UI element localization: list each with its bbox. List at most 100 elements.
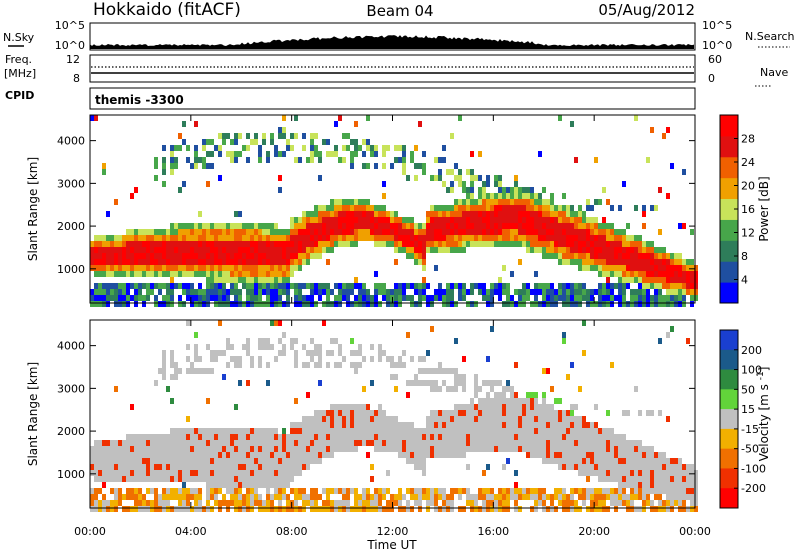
heatmap-cell <box>466 301 470 307</box>
heatmap-cell <box>438 362 442 368</box>
heatmap-cell <box>454 217 458 223</box>
heatmap-cell <box>430 422 434 428</box>
heatmap-cell <box>442 434 446 440</box>
heatmap-cell <box>350 428 354 434</box>
heatmap-cell <box>554 416 558 422</box>
heatmap-cell <box>558 295 562 301</box>
heatmap-cell <box>362 139 366 145</box>
heatmap-cell <box>326 229 330 235</box>
heatmap-cell <box>398 494 402 500</box>
heatmap-cell <box>398 422 402 428</box>
heatmap-cell <box>98 295 102 301</box>
heatmap-cell <box>246 494 250 500</box>
heatmap-cell <box>394 223 398 229</box>
heatmap-cell <box>354 145 358 151</box>
heatmap-cell <box>590 452 594 458</box>
y-tick-label: 2000 <box>57 220 85 233</box>
heatmap-cell <box>550 223 554 229</box>
heatmap-cell <box>510 205 514 211</box>
heatmap-cell <box>434 241 438 247</box>
heatmap-cell <box>254 458 258 464</box>
heatmap-cell <box>102 500 106 506</box>
heatmap-cell <box>346 434 350 440</box>
heatmap-cell <box>322 301 326 307</box>
heatmap-cell <box>598 506 602 512</box>
heatmap-cell <box>550 404 554 410</box>
heatmap-cell <box>130 247 134 253</box>
heatmap-cell <box>350 410 354 416</box>
heatmap-cell <box>266 500 270 506</box>
heatmap-cell <box>390 223 394 229</box>
heatmap-cell <box>514 241 518 247</box>
heatmap-cell <box>310 506 314 512</box>
heatmap-cell <box>242 500 246 506</box>
heatmap-cell <box>242 265 246 271</box>
heatmap-cell <box>470 169 474 175</box>
heatmap-cell <box>610 295 614 301</box>
heatmap-cell <box>230 289 234 295</box>
heatmap-cell <box>446 434 450 440</box>
heatmap-cell <box>458 452 462 458</box>
heatmap-cell <box>658 259 662 265</box>
heatmap-cell <box>166 506 170 512</box>
heatmap-cell <box>574 247 578 253</box>
heatmap-cell <box>386 145 390 151</box>
heatmap-cell <box>382 235 386 241</box>
heatmap-cell <box>602 458 606 464</box>
heatmap-cell <box>502 494 506 500</box>
heatmap-cell <box>358 434 362 440</box>
heatmap-cell <box>174 470 178 476</box>
heatmap-cell <box>522 289 526 295</box>
heatmap-cell <box>258 283 262 289</box>
heatmap-cell <box>486 193 490 199</box>
heatmap-cell <box>686 482 690 488</box>
heatmap-cell <box>622 458 626 464</box>
heatmap-cell <box>350 301 354 307</box>
heatmap-cell <box>622 470 626 476</box>
heatmap-cell <box>506 410 510 416</box>
heatmap-cell <box>110 500 114 506</box>
heatmap-cell <box>198 440 202 446</box>
heatmap-cell <box>498 217 502 223</box>
heatmap-cell <box>258 247 262 253</box>
heatmap-cell <box>374 241 378 247</box>
heatmap-cell <box>178 247 182 253</box>
heatmap-cell <box>474 380 478 386</box>
heatmap-cell <box>550 199 554 205</box>
heatmap-cell <box>658 277 662 283</box>
heatmap-cell <box>574 283 578 289</box>
heatmap-cell <box>218 482 222 488</box>
heatmap-cell <box>294 295 298 301</box>
heatmap-cell <box>682 464 686 470</box>
heatmap-cell <box>606 488 610 494</box>
heatmap-cell <box>90 115 94 121</box>
x-tick-label: 00:00 <box>679 525 711 538</box>
heatmap-cell <box>338 362 342 368</box>
heatmap-cell <box>342 199 346 205</box>
heatmap-cell <box>466 434 470 440</box>
heatmap-cell <box>286 139 290 145</box>
heatmap-cell <box>254 253 258 259</box>
heatmap-cell <box>470 494 474 500</box>
heatmap-cell <box>606 458 610 464</box>
heatmap-cell <box>302 145 306 151</box>
heatmap-cell <box>638 295 642 301</box>
heatmap-cell <box>642 301 646 307</box>
heatmap-cell <box>218 500 222 506</box>
heatmap-cell <box>554 488 558 494</box>
heatmap-cell <box>114 235 118 241</box>
power-colorbar-tick: 4 <box>741 274 748 287</box>
heatmap-cell <box>194 488 198 494</box>
heatmap-cell <box>538 289 542 295</box>
heatmap-cell <box>526 199 530 205</box>
heatmap-cell <box>338 115 342 121</box>
heatmap-cell <box>554 434 558 440</box>
heatmap-cell <box>294 464 298 470</box>
heatmap-cell <box>406 392 410 398</box>
heatmap-cell <box>482 404 486 410</box>
heatmap-cell <box>670 500 674 506</box>
heatmap-cell <box>174 163 178 169</box>
heatmap-cell <box>490 386 494 392</box>
heatmap-cell <box>226 241 230 247</box>
heatmap-cell <box>478 440 482 446</box>
